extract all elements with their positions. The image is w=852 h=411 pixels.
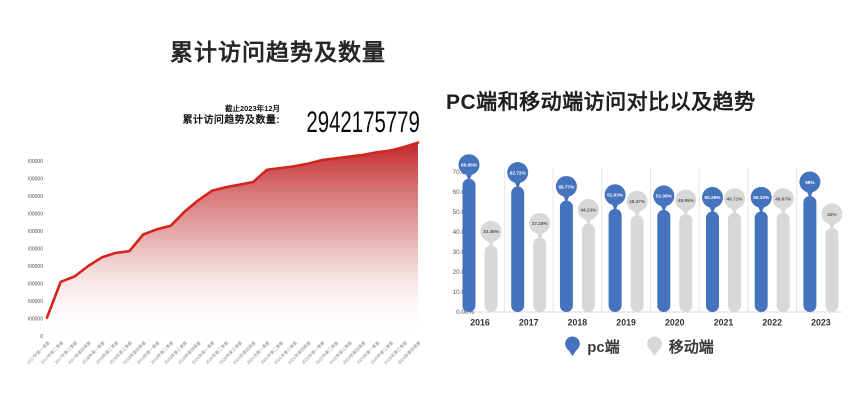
value-bubble-label: 51.05% [656,194,673,199]
stat-asof-caption: 截止2023年12月 [224,104,280,113]
value-bubble [507,162,529,184]
value-bubble [480,220,502,242]
pc-bar [657,209,671,312]
value-bubble-label: 48.95% [678,198,695,203]
legend-label: pc端 [587,339,620,356]
chart-legend: pc端 移动端 [426,336,852,357]
year-label: 2020 [665,318,685,328]
value-bubble [529,212,551,234]
value-bubble [555,175,577,197]
value-bubble [702,186,723,208]
legend-balloon-icon [565,336,581,357]
year-label: 2023 [811,318,831,328]
value-bubble [604,184,626,206]
value-bubble [821,203,843,225]
value-bubble-label: 62.72% [510,170,527,175]
y-axis-tick-label: 40000000 [28,264,43,270]
value-bubble-label: 51.63% [607,193,624,198]
value-bubble-label: 50.33% [753,195,770,200]
y-axis-tick-label: 0.00% [456,309,474,316]
y-axis-tick-label: 30000000 [28,281,43,287]
value-bubble [772,188,794,210]
x-axis-tick-label: 2023年第四季度 [396,339,423,366]
value-bubble-label: 55.77% [558,184,575,189]
value-bubble-label: 50.29% [705,195,722,200]
value-bubble-label: 42% [827,212,837,217]
comparison-lollipop-chart: 0.00%10.00%20.00%30.00%40.00%50.00%60.00… [453,154,843,328]
legend-balloon-circle [565,336,581,352]
pc-bar [559,200,573,312]
stat-captions: 截止2023年12月 累计访问趋势及数量: [183,104,280,127]
year-label: 2019 [616,318,636,328]
mobile-bar [728,212,741,312]
mobile-bar [484,245,498,312]
y-axis-tick-label: 0 [40,334,43,340]
y-axis-tick-label: 70000000 [28,211,43,217]
pc-bar [608,208,622,312]
mobile-bar [776,212,790,312]
comparison-chart-title: PC端和移动端访问对比以及趋势 [446,91,756,114]
mobile-bar [581,223,595,312]
legend-balloon-tip [568,349,578,357]
stat-label: 累计访问趋势及数量: [182,114,280,126]
trend-line [45,141,420,319]
year-label: 2016 [470,318,490,328]
value-bubble [724,188,745,210]
value-bubble [675,189,697,211]
year-label: 2018 [568,318,588,328]
pc-bar [706,211,719,312]
mobile-bar [825,228,839,312]
pc-bar [803,196,817,312]
value-bubble-label: 66.65% [461,163,478,168]
legend-label: 移动端 [668,339,714,356]
y-axis-tick-label: 50000000 [28,246,43,252]
pc-bar [462,178,476,312]
mobile-bar [679,214,693,312]
y-axis-tick-label: 80000000 [28,194,43,200]
legend-balloon-tip [649,349,659,357]
pc-bar [754,211,768,312]
value-bubble-label: 49.67% [775,196,792,201]
mobile-bar [533,237,547,312]
value-bubble-label: 48.37% [629,199,646,204]
legend-balloon-circle [646,336,662,352]
y-axis-tick-label: 20000000 [28,299,43,305]
value-bubble-label: 44.23% [580,207,597,212]
pc-bar [511,186,525,312]
value-bubble-label: 33.35% [483,229,500,234]
mobile-bar [630,215,644,312]
legend-balloon-icon [646,336,662,357]
y-axis-tick-label: 60000000 [28,229,43,235]
value-bubble-label: 37.28% [532,221,549,226]
stat-value: 2942175779 [306,106,420,139]
year-label: 2021 [714,318,734,328]
value-bubble [653,185,675,207]
value-bubble-label: 49.71% [727,196,744,201]
cumulative-area-chart: 0 10000000 20000000 30000000 40000000 5000000… [28,141,423,366]
value-bubble [750,186,772,208]
legend-item-mobile: 移动端 [646,336,714,357]
value-bubble [458,154,480,176]
year-label: 2017 [519,318,539,328]
year-label: 2022 [762,318,782,328]
area-fill [47,142,418,336]
value-bubble [799,171,821,193]
value-bubble [626,190,648,212]
cumulative-chart-title: 累计访问趋势及数量 [170,39,386,65]
value-bubble [577,199,599,221]
legend-item-pc: pc端 [564,336,620,357]
value-bubble-label: 58% [805,180,815,185]
y-axis-tick-label: 100000000 [28,159,43,165]
y-axis-tick-label: 10000000 [28,316,43,322]
